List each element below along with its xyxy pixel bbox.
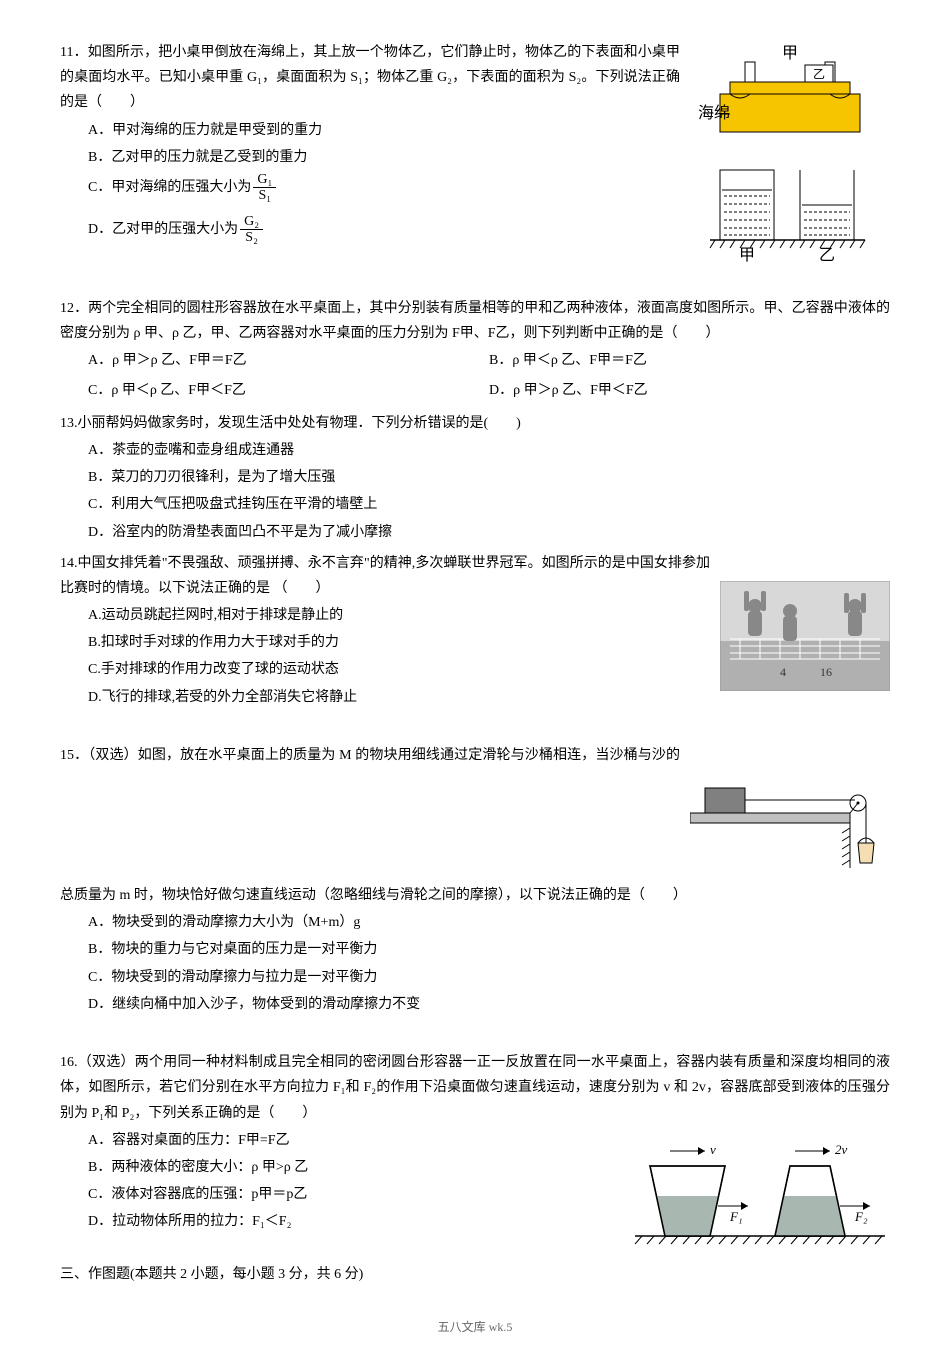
q14-jersey-2: 16 [820,665,832,679]
q11-d-prefix: D．乙对甲的压强大小为 [88,222,238,237]
q11-label-yi: 乙 [813,67,825,81]
q11-figure: 甲 乙 海绵 [690,40,890,290]
q12-stem: 12．两个完全相同的圆柱形容器放在水平桌面上，其中分别装有质量相等的甲和乙两种液… [60,296,890,346]
q11-bottom-jia: 甲 [739,247,755,264]
question-16: 16.（双选）两个用同一种材料制成且完全相同的密闭圆台形容器一正一反放置在同一水… [60,1050,890,1256]
q16-v1: v [710,1142,716,1157]
q14-figure: 4 16 [720,581,890,691]
section-3-heading: 三、作图题(本题共 2 小题，每小题 3 分，共 6 分) [60,1262,890,1287]
q11-bottom-yi: 乙 [819,247,835,264]
q12-opt-b: B．ρ 甲＜ρ 乙、F甲＝F乙 [489,348,890,373]
q13-opt-d: D．浴室内的防滑垫表面凹凸不平是为了减小摩擦 [88,520,890,545]
q14-jersey-1: 4 [780,665,786,679]
q11-label-jia: 甲 [782,45,798,62]
q16-figure: v F₁ 2v F₂ [630,1126,890,1256]
q11-label-sponge: 海绵 [698,104,730,122]
q13-stem: 13.小丽帮妈妈做家务时，发现生活中处处有物理．下列分析错误的是( ) [60,411,890,436]
q11-c-prefix: C．甲对海绵的压强大小为 [88,180,251,195]
q12-opt-c: C．ρ 甲＜ρ 乙、F甲＜F乙 [88,378,489,403]
question-13: 13.小丽帮妈妈做家务时，发现生活中处处有物理．下列分析错误的是( ) A．茶壶… [60,411,890,545]
q15-opt-c: C．物块受到的滑动摩擦力与拉力是一对平衡力 [88,965,890,990]
question-11: 甲 乙 海绵 [60,40,890,290]
q15-figure [690,773,890,883]
q11-d-fraction: G₂S₂ [240,214,263,246]
question-12: 12．两个完全相同的圆柱形容器放在水平桌面上，其中分别装有质量相等的甲和乙两种液… [60,296,890,405]
q16-f1: F₁ [729,1209,742,1224]
q15-opt-b: B．物块的重力与它对桌面的压力是一对平衡力 [88,937,890,962]
q11-c-fraction: G₁S₁ [253,172,276,204]
q16-f2: F₂ [854,1209,868,1224]
q13-opt-c: C．利用大气压把吸盘式挂钩压在平滑的墙壁上 [88,492,890,517]
q16-v2: 2v [835,1142,848,1157]
q12-opt-d: D．ρ 甲＞ρ 乙、F甲＜F乙 [489,378,890,403]
q12-opt-a: A．ρ 甲＞ρ 乙、F甲＝F乙 [88,348,489,373]
q15-opt-a: A．物块受到的滑动摩擦力大小为（M+m）g [88,910,890,935]
q16-stem: 16.（双选）两个用同一种材料制成且完全相同的密闭圆台形容器一正一反放置在同一水… [60,1050,890,1126]
question-14: 4 16 14.中国女排凭着"不畏强敌、顽强拼搏、永不言弃"的精神,多次蝉联世界… [60,551,890,712]
q13-opt-b: B．菜刀的刀刃很锋利，是为了增大压强 [88,465,890,490]
question-15: 15．（双选）如图，放在水平桌面上的质量为 M 的物块用细线通过定滑轮与沙桶相连… [60,743,890,1019]
q13-opt-a: A．茶壶的壶嘴和壶身组成连通器 [88,438,890,463]
q15-opt-d: D．继续向桶中加入沙子，物体受到的滑动摩擦力不变 [88,992,890,1017]
page-footer: 五八文库 wk.5 [60,1317,890,1339]
